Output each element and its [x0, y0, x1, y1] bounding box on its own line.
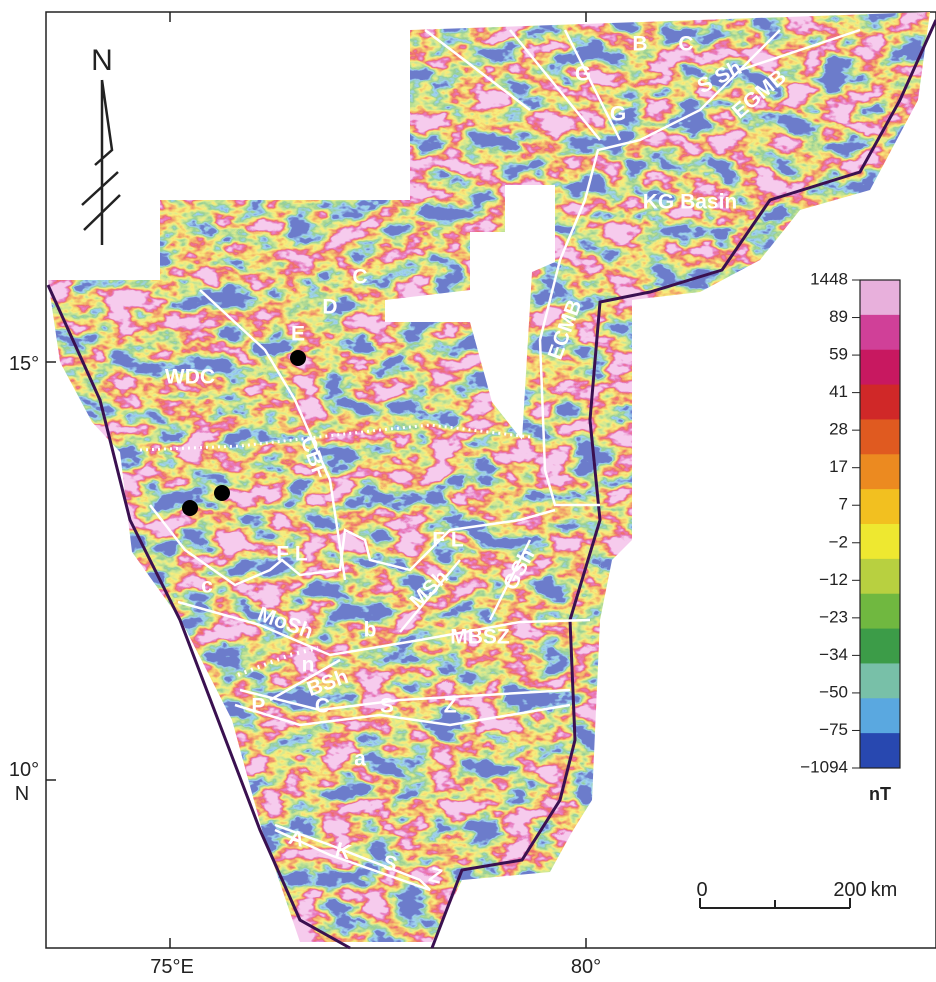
colorbar-band: [860, 629, 900, 664]
colorbar-band: [860, 524, 900, 559]
label: F L: [432, 529, 464, 552]
colorbar-label: −2: [829, 532, 848, 551]
colorbar-label: 28: [829, 420, 848, 439]
colorbar-label: −50: [819, 682, 848, 701]
colorbar-band: [860, 419, 900, 454]
colorbar-band: [860, 454, 900, 489]
anomaly-map: [0, 0, 936, 977]
colorbar-band: [860, 315, 900, 350]
label: D: [322, 296, 337, 319]
colorbar-label: −1094: [800, 757, 848, 776]
label: C: [352, 266, 367, 289]
colorbar: nT 1448 89 59 41 28 17 7 −2 −12 −23 −34 −50 −75 −1094: [800, 269, 900, 804]
colorbar-band: [860, 280, 900, 315]
label: G: [610, 103, 626, 126]
label: G: [575, 63, 591, 86]
scale-end: 200: [833, 879, 866, 901]
north-label: N: [91, 44, 113, 77]
colorbar-label: 1448: [810, 269, 848, 288]
label: F L: [276, 543, 308, 566]
label: B: [632, 33, 647, 56]
label: KG Basin: [643, 191, 738, 214]
colorbar-band: [860, 489, 900, 524]
colorbar-label: −34: [819, 645, 848, 664]
colorbar-band: [860, 698, 900, 733]
colorbar-label: −23: [819, 607, 848, 626]
colorbar-label: −12: [819, 570, 848, 589]
lat-label: 15°: [9, 353, 39, 375]
lon-label: 80°: [571, 956, 601, 977]
scale-bar: 0 200 km: [696, 879, 897, 908]
lat-suffix: N: [15, 783, 29, 805]
label: MBSZ: [450, 626, 510, 649]
label: a: [354, 748, 366, 771]
colorbar-band: [860, 385, 900, 420]
colorbar-label: 89: [829, 307, 848, 326]
lon-label: 75°E: [150, 956, 194, 977]
page: B C G G S Sh EGMB KG Basin C D E WDC ECM…: [0, 0, 936, 982]
lat-label: 10°: [9, 759, 39, 781]
label: c: [201, 575, 213, 598]
colorbar-label: 41: [829, 382, 848, 401]
colorbar-label: 7: [839, 495, 848, 514]
label: P C S Z: [251, 695, 478, 718]
colorbar-band: [860, 559, 900, 594]
scale-unit: km: [871, 879, 898, 901]
colorbar-band: [860, 663, 900, 698]
colorbar-label: 59: [829, 345, 848, 364]
colorbar-label: 17: [829, 457, 848, 476]
label: WDC: [165, 366, 215, 389]
colorbar-band: [860, 594, 900, 629]
map: B C G G S Sh EGMB KG Basin C D E WDC ECM…: [0, 0, 936, 977]
scale-start: 0: [696, 879, 707, 901]
label: C: [678, 33, 693, 56]
label: b: [364, 619, 377, 642]
colorbar-band: [860, 733, 900, 768]
label: E: [291, 323, 305, 346]
label: n: [302, 654, 315, 677]
colorbar-label: −75: [819, 720, 848, 739]
colorbar-band: [860, 350, 900, 385]
colorbar-unit: nT: [869, 784, 891, 804]
north-arrow: N: [82, 44, 120, 245]
